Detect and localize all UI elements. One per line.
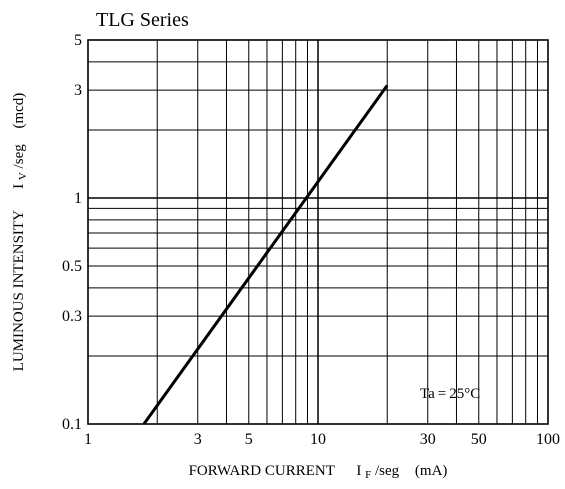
x-axis-label-subscript: F	[365, 469, 371, 481]
x-axis-label-symbol: I	[356, 463, 361, 479]
x-tick-label: 50	[471, 431, 487, 448]
y-axis-label-suffix: /seg	[11, 144, 27, 169]
condition-annotation: Ta = 25°C	[420, 386, 480, 402]
series-line	[142, 84, 389, 425]
y-tick-label: 0.1	[62, 416, 82, 433]
x-axis-label-name: FORWARD CURRENT	[189, 463, 335, 479]
y-axis-label-subscript: V	[17, 172, 29, 180]
y-tick-label: 3	[74, 82, 82, 99]
chart-title: TLG Series	[96, 9, 189, 31]
y-axis-label-unit: (mcd)	[11, 93, 27, 129]
x-tick-labels: 1 3 5 10 30 50 100	[84, 431, 560, 448]
y-tick-label: 0.5	[62, 258, 82, 275]
data-series	[142, 84, 389, 425]
x-tick-label: 100	[536, 431, 560, 448]
plot-frame	[87, 39, 549, 425]
x-axis-label-suffix: /seg	[375, 463, 400, 479]
x-axis-label: FORWARD CURRENT I F /seg (mA)	[189, 463, 448, 482]
y-tick-label: 0.3	[62, 308, 82, 325]
y-axis-label-name: LUMINOUS INTENSITY	[11, 210, 27, 371]
y-axis-label-symbol: I	[11, 184, 27, 189]
y-tick-label: 5	[74, 32, 82, 49]
x-tick-label: 5	[245, 431, 253, 448]
x-gridlines	[156, 40, 538, 424]
x-axis-label-unit: (mA)	[415, 463, 448, 479]
y-tick-labels: 0.1 0.3 0.5 1 3 5	[62, 32, 82, 433]
x-tick-label: 1	[84, 431, 92, 448]
y-axis-label: LUMINOUS INTENSITY I V /seg (mcd)	[11, 93, 30, 372]
x-tick-label: 3	[194, 431, 202, 448]
x-tick-label: 10	[310, 431, 326, 448]
x-tick-label: 30	[420, 431, 436, 448]
y-tick-label: 1	[74, 190, 82, 207]
y-gridlines	[88, 61, 548, 357]
